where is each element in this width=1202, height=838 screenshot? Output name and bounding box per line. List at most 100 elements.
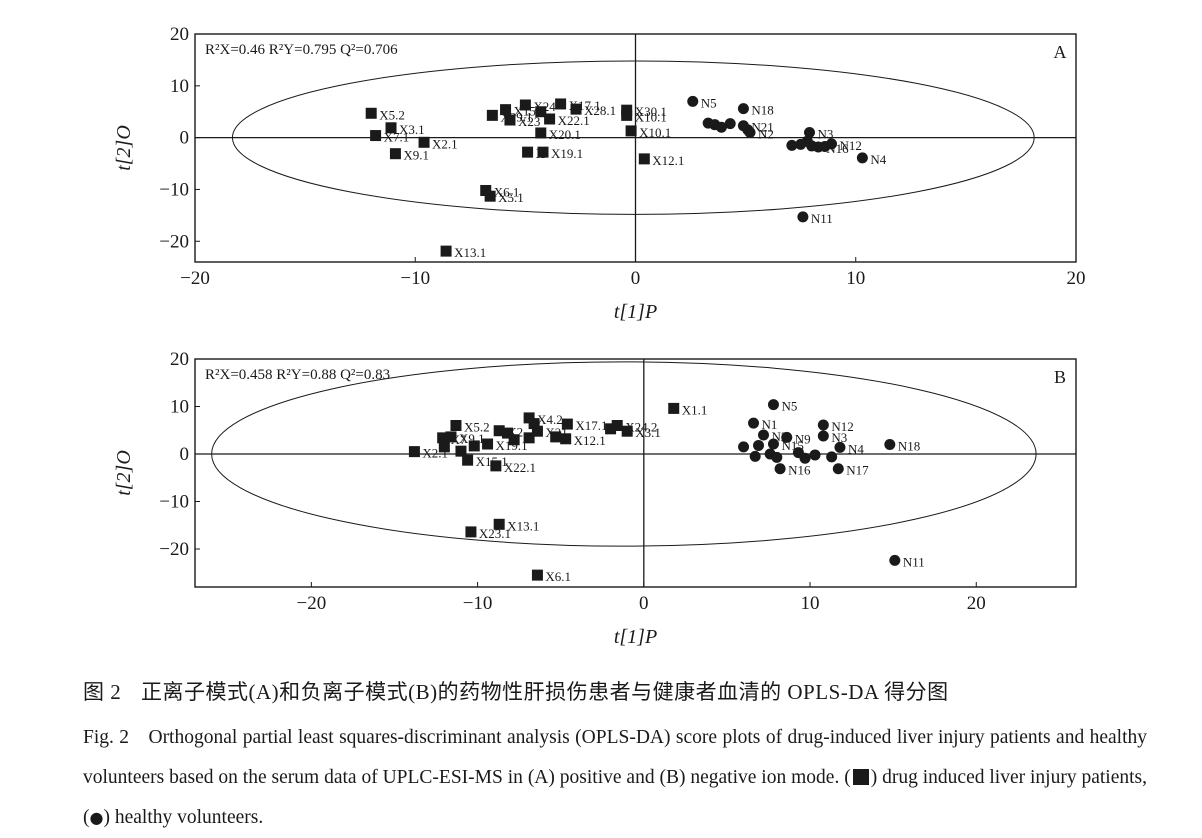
square-point (531, 569, 543, 581)
square-point (621, 109, 633, 121)
point-label: N3 (817, 126, 833, 141)
square-point (535, 106, 547, 118)
circle-point (724, 118, 736, 130)
circle-point (832, 463, 844, 475)
square-point (523, 412, 535, 424)
square-point (484, 190, 496, 202)
legend-circle-text: ) healthy volunteers. (103, 807, 264, 828)
square-point (522, 146, 534, 158)
y-tick-label: 0 (180, 444, 190, 465)
square-point (445, 431, 457, 443)
circle-point (771, 451, 783, 463)
y-tick-label: −10 (159, 492, 189, 513)
circle-point (757, 429, 769, 441)
point-label: X3.1 (635, 425, 661, 440)
square-point (493, 518, 505, 530)
point-label: N17 (846, 463, 869, 478)
point-label: X13.1 (454, 245, 486, 260)
x-tick-label: 10 (846, 268, 865, 289)
square-point (437, 432, 449, 444)
square-point (480, 184, 492, 196)
square-point (519, 99, 531, 111)
square-point (450, 420, 462, 431)
square-point (555, 98, 567, 110)
circle-point (767, 438, 779, 450)
circle-point (781, 431, 793, 443)
caption-en-number: Fig. 2 (83, 727, 130, 748)
plot-frame (194, 358, 1077, 588)
square-point (482, 438, 494, 450)
x-tick-label: −10 (400, 268, 430, 289)
circle-point (749, 450, 761, 462)
square-point (389, 148, 401, 160)
square-point (486, 109, 498, 121)
point-label: N3 (831, 430, 847, 445)
square-point (468, 440, 480, 452)
square-point (561, 418, 573, 430)
point-label: X28.1 (584, 103, 616, 118)
square-point (438, 441, 450, 453)
caption-cn-number: 图 2 (83, 680, 122, 704)
point-label: N5 (701, 95, 717, 110)
square-point (408, 446, 420, 458)
model-statistics: R²X=0.458 R²Y=0.88 Q²=0.83 (205, 367, 390, 383)
square-marker-icon (852, 769, 869, 785)
point-label: X30.1 (635, 104, 667, 119)
x-tick-label: 20 (1067, 268, 1086, 289)
point-label: X19.1 (551, 146, 583, 161)
y-tick-label: −10 (159, 179, 189, 200)
panel-b: −20 −10 0 10 20 −20 −10 0 10 20 t[1]P t[2]O R²X=0.45… (113, 349, 1077, 648)
square-point (611, 420, 623, 431)
square-point (455, 445, 467, 457)
point-label: X23 (518, 114, 540, 129)
point-label: N11 (811, 211, 833, 226)
point-label: X1.1 (682, 402, 708, 417)
point-label: N2 (758, 126, 774, 141)
square-point (440, 245, 452, 257)
point-label: N18 (898, 439, 920, 454)
square-point (365, 107, 377, 119)
point-label: X6.1 (494, 184, 520, 199)
square-point (537, 146, 549, 158)
circle-point (786, 139, 798, 151)
point-label: X13.1 (507, 518, 539, 533)
square-point (570, 103, 582, 115)
legend-square-text: ) drug induced liver injury patients, (870, 767, 1148, 788)
figure: −20 −10 0 10 20 −20 −10 0 10 20 t[1]P t[2]O R²X=0.46… (113, 24, 1086, 648)
circle-point (826, 451, 838, 463)
y-tick-label: 0 (180, 128, 190, 149)
circle-point (797, 211, 809, 223)
caption-en-text: Orthogonal partial least squares-discrim… (83, 727, 1148, 788)
square-point (523, 432, 535, 444)
square-point (605, 423, 617, 435)
x-tick-label: 20 (967, 593, 986, 614)
point-label: X7.1 (384, 130, 410, 145)
square-point (493, 425, 505, 437)
y-tick-label: 10 (170, 397, 189, 418)
circle-marker-icon: ● (89, 808, 104, 827)
circle-point (799, 452, 811, 464)
circle-point (817, 419, 829, 431)
square-point (531, 425, 543, 437)
caption-english: Fig. 2 Orthogonal partial least squares-… (83, 718, 1147, 838)
point-label: N9 (795, 431, 811, 446)
y-tick-label: −20 (159, 539, 189, 560)
circle-point (856, 152, 868, 164)
point-label: X17.1 (575, 418, 607, 433)
point-label: X3.1 (399, 122, 425, 137)
circle-point (803, 126, 815, 138)
x-tick-label: 0 (639, 593, 649, 614)
point-label: X12.1 (652, 153, 684, 168)
circle-point (889, 554, 901, 566)
x-axis-label: t[1]P (614, 301, 657, 323)
circle-point (738, 441, 750, 453)
circle-point (884, 439, 896, 450)
point-label: X22.1 (558, 113, 590, 128)
x-tick-label: 0 (631, 268, 641, 289)
panel-letter: B (1054, 367, 1066, 387)
square-point (625, 125, 637, 137)
x-tick-label: −20 (296, 593, 326, 614)
circle-point (748, 417, 760, 429)
point-label: N16 (826, 141, 849, 156)
point-label: X7 (451, 432, 467, 447)
